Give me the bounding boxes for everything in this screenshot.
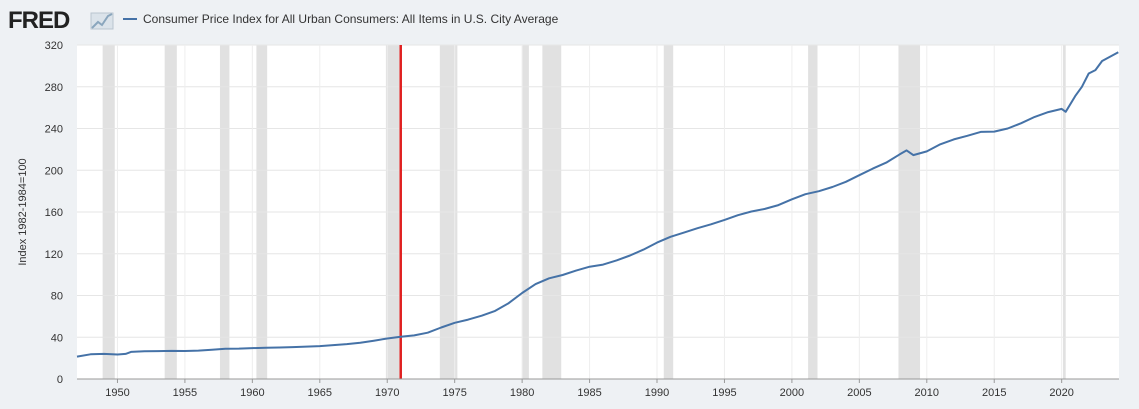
y-tick-label: 80: [51, 291, 63, 303]
y-tick-label: 280: [45, 82, 63, 94]
y-tick-label: 160: [45, 207, 63, 219]
x-tick-label: 1955: [173, 387, 197, 399]
series-layer: [76, 51, 1119, 358]
y-axis-ticks: 0 40 80 120 160 200 240 280 320: [45, 40, 63, 386]
series-line[interactable]: [76, 51, 1119, 358]
legend-label: Consumer Price Index for All Urban Consu…: [143, 12, 559, 26]
x-tick-label: 2020: [1049, 387, 1073, 399]
y-axis-title: Index 1982-1984=100: [17, 158, 29, 265]
x-tick-label: 1995: [712, 387, 736, 399]
legend[interactable]: Consumer Price Index for All Urban Consu…: [123, 12, 559, 26]
x-axis-ticks: 1950 1955 1960 1965 1970 1975 1980 1985 1990 1995…: [77, 378, 1119, 399]
x-tick-label: 1960: [240, 387, 264, 399]
x-tick-label: 2005: [847, 387, 871, 399]
x-tick-label: 1990: [645, 387, 669, 399]
y-tick-label: 0: [57, 374, 63, 386]
y-tick-label: 40: [51, 332, 63, 344]
x-tick-label: 2010: [915, 387, 939, 399]
x-tick-label: 1950: [105, 387, 129, 399]
y-tick-label: 240: [45, 124, 63, 136]
x-tick-label: 1965: [308, 387, 332, 399]
x-tick-label: 2000: [780, 387, 804, 399]
x-tick-label: 1970: [375, 387, 399, 399]
y-tick-label: 320: [45, 40, 63, 52]
grid-lines: [77, 44, 1119, 379]
y-tick-label: 120: [45, 249, 63, 261]
fred-logo-text: FRED: [8, 7, 70, 34]
x-tick-label: 1980: [510, 387, 534, 399]
x-tick-label: 1985: [577, 387, 601, 399]
y-tick-label: 200: [45, 165, 63, 177]
x-tick-label: 2015: [982, 387, 1006, 399]
line-chart-icon: [90, 12, 114, 30]
fred-logo[interactable]: FRED: [8, 7, 114, 34]
x-tick-label: 1975: [442, 387, 466, 399]
